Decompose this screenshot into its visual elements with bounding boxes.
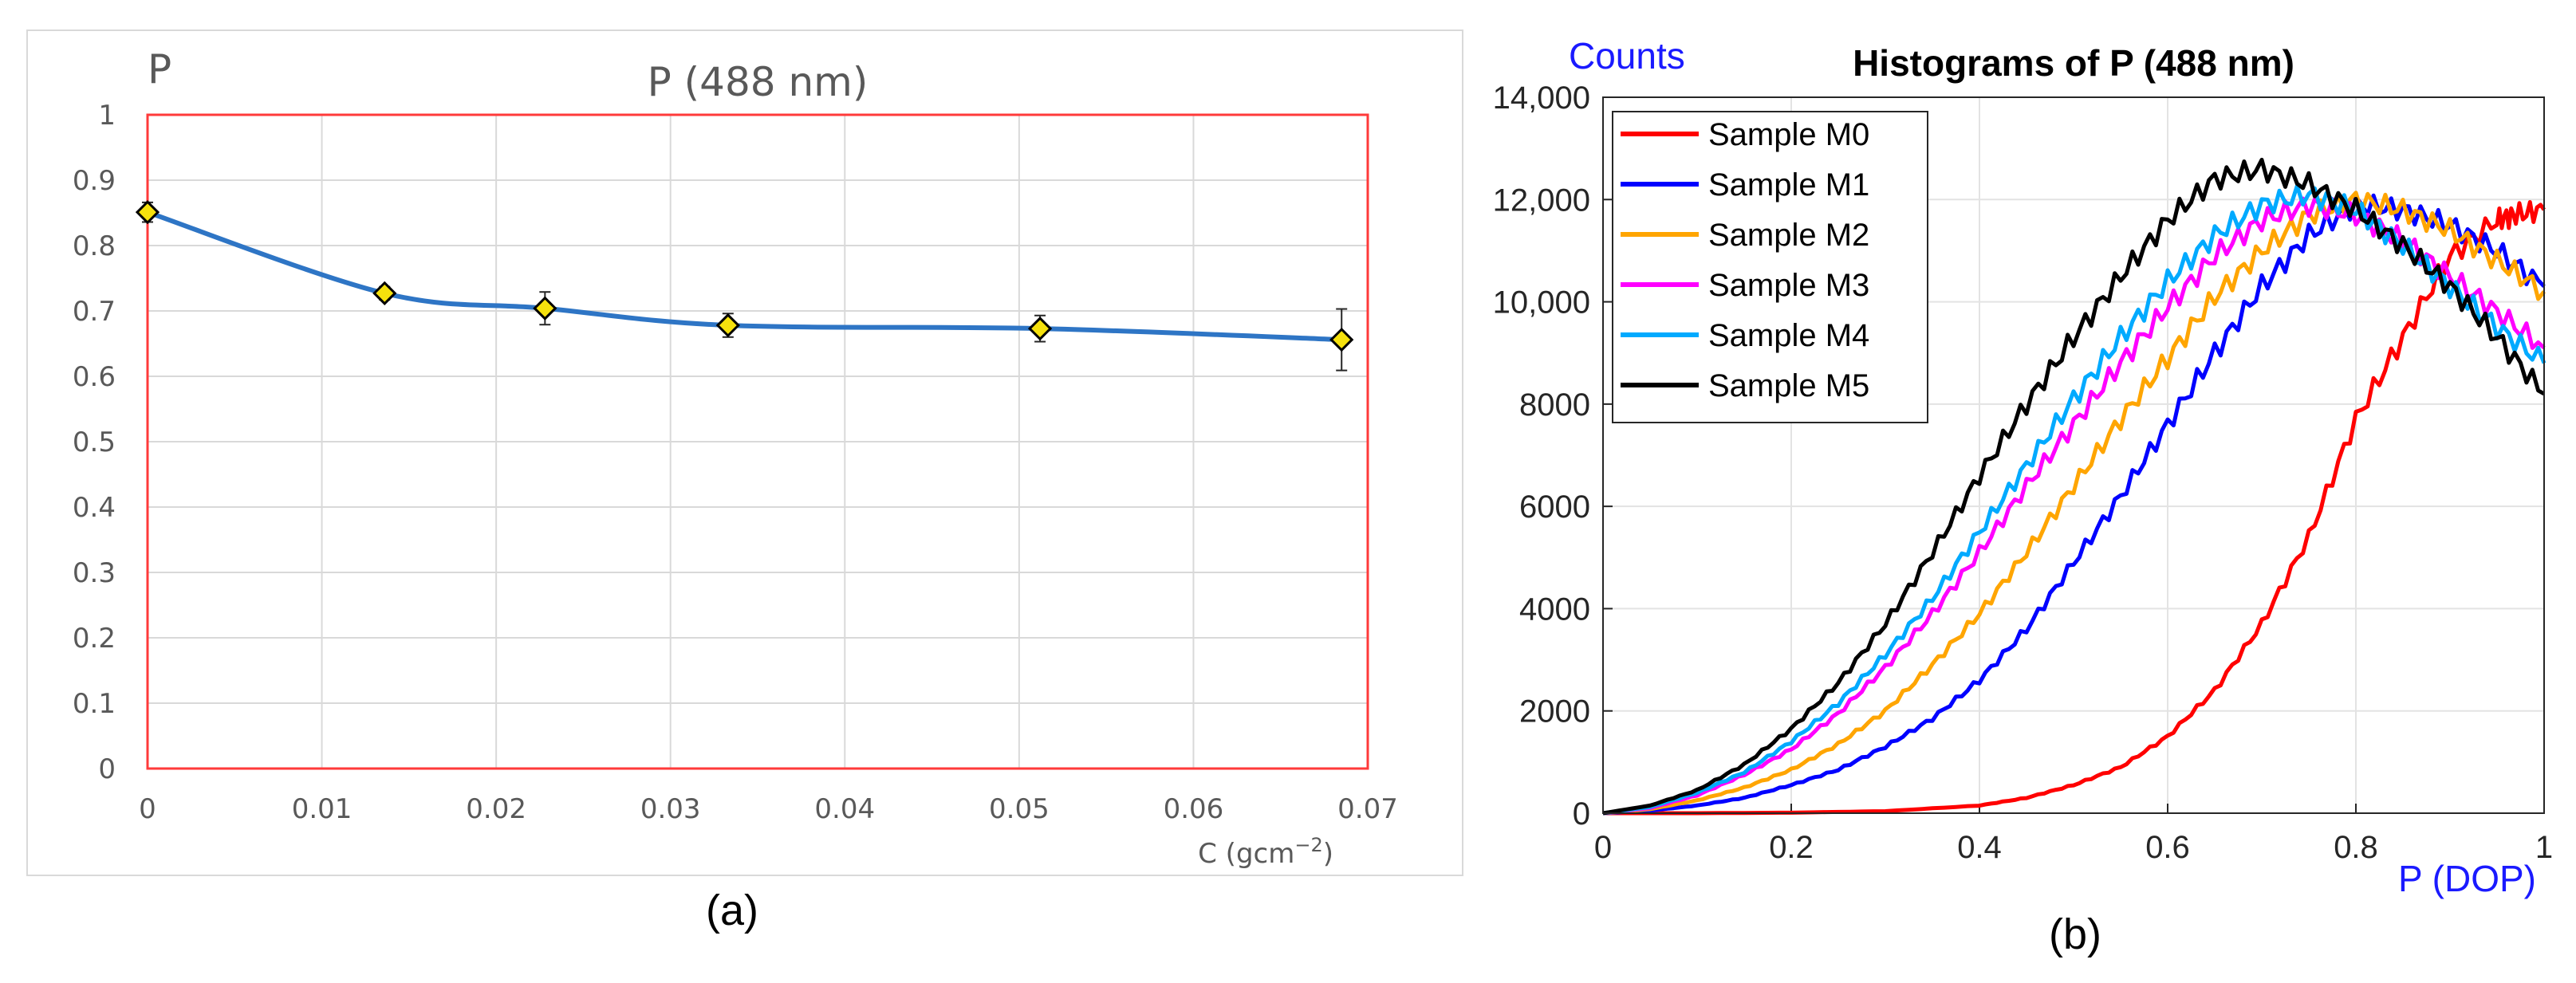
legend-box — [1612, 111, 1928, 423]
x-axis-label-base: C (gcm — [1198, 838, 1294, 870]
a-y-tick-label: 0.2 — [73, 623, 116, 655]
a-x-tick-label: 0.06 — [1164, 793, 1224, 825]
a-x-tick-label: 0.07 — [1337, 793, 1398, 825]
legend-label: Sample M3 — [1708, 268, 1869, 303]
a-y-tick-label: 0 — [98, 753, 116, 785]
a-data-point — [1027, 317, 1053, 341]
b-y-tick-label: 8000 — [1519, 387, 1590, 423]
legend-label: Sample M2 — [1708, 218, 1869, 253]
x-axis-label-superscript: −2 — [1294, 834, 1322, 856]
legend-label: Sample M1 — [1708, 167, 1869, 202]
b-x-tick-label: 0 — [1594, 830, 1612, 865]
legend-label: Sample M4 — [1708, 318, 1869, 353]
a-y-tick-label: 0.6 — [73, 361, 116, 393]
a-y-tick-label: 0.5 — [73, 427, 116, 458]
a-x-tick-label: 0.05 — [989, 793, 1050, 825]
b-x-tick-label: 0.2 — [1769, 830, 1814, 865]
a-data-point — [1329, 327, 1354, 352]
b-y-tick-label: 2000 — [1519, 694, 1590, 729]
a-y-tick-label: 0.8 — [73, 230, 116, 262]
a-x-tick-label: 0 — [139, 793, 156, 825]
b-y-tick-label: 14,000 — [1493, 81, 1590, 116]
legend-label: Sample M0 — [1708, 117, 1869, 152]
panel-a-y-tick-labels: 0 0.1 0.2 0.3 0.4 0.5 0.6 0.7 0.8 0.9 1 — [73, 100, 116, 785]
a-y-tick-label: 0.1 — [73, 688, 116, 720]
panel-b-y-tick-labels: 0 2000 4000 6000 8000 10,000 12,000 14,000 — [1493, 81, 1590, 832]
panel-b-x-axis-label: P (DOP) — [2398, 858, 2536, 899]
b-y-tick-label: 4000 — [1519, 592, 1590, 627]
b-series-line-sample-m2 — [1602, 191, 2546, 816]
b-x-tick-label: 1 — [2535, 830, 2553, 865]
panel-a-x-tick-labels: 0 0.01 0.02 0.03 0.04 0.05 0.06 0.07 — [139, 793, 1398, 825]
a-y-tick-label: 0.9 — [73, 165, 116, 197]
panel-b-x-tick-labels: 0 0.2 0.4 0.6 0.8 1 — [1594, 830, 2553, 865]
a-x-tick-label: 0.04 — [814, 793, 875, 825]
a-y-tick-label: 0.3 — [73, 557, 116, 589]
a-data-point — [372, 281, 397, 305]
panel-b-series-lines — [1602, 157, 2546, 816]
a-y-tick-label: 0.4 — [73, 492, 116, 524]
panel-a-frame — [26, 29, 1463, 876]
panel-a: 00.10.20.30.40.50.60.70.80.91 0 0.01 0.02 0… — [26, 29, 1463, 934]
b-series-line-sample-m0 — [1603, 200, 2546, 816]
panel-a-x-axis-label: C (gcm−2) — [1198, 834, 1333, 870]
a-data-point — [533, 296, 557, 320]
a-x-tick-label: 0.01 — [292, 793, 353, 825]
a-data-point — [135, 200, 160, 225]
panel-a-y-axis-label: P — [148, 46, 171, 92]
b-y-tick-label: 12,000 — [1493, 183, 1590, 218]
panel-a-plot-border — [146, 113, 1369, 770]
b-series-line-sample-m5 — [1602, 157, 2546, 816]
a-x-tick-label: 0.02 — [466, 793, 526, 825]
a-y-tick-label: 0.7 — [73, 296, 116, 328]
a-data-point — [715, 313, 740, 338]
b-series-line-sample-m4 — [1602, 183, 2546, 816]
panel-a-sub-label: (a) — [706, 887, 758, 934]
panel-b-y-axis-label: Counts — [1569, 35, 1685, 77]
panel-a-title: P (488 nm) — [648, 59, 869, 105]
b-x-tick-label: 0.6 — [2145, 830, 2190, 865]
x-axis-label-close: ) — [1323, 838, 1333, 870]
b-y-tick-label: 10,000 — [1493, 285, 1590, 320]
panel-b: 0 2000 4000 6000 8000 10,000 12,000 14,000 0 0.2… — [1493, 35, 2553, 958]
b-x-tick-label: 0.8 — [2334, 830, 2378, 865]
a-x-tick-label: 0.03 — [640, 793, 701, 825]
b-y-tick-label: 0 — [1573, 796, 1590, 832]
panel-b-sub-label: (b) — [2049, 910, 2101, 958]
panel-b-plot-border — [1602, 96, 2545, 814]
panel-b-title: Histograms of P (488 nm) — [1853, 42, 2294, 84]
panel-b-legend: Sample M0 Sample M1 Sample M2 Sample M3 Samp… — [1612, 111, 1928, 423]
legend-label: Sample M5 — [1708, 368, 1869, 403]
panel-a-series-line — [147, 210, 1342, 343]
a-y-tick-label: 1 — [98, 100, 116, 132]
panel-a-markers — [135, 200, 1354, 352]
b-y-tick-label: 6000 — [1519, 490, 1590, 525]
b-x-tick-label: 0.4 — [1957, 830, 2002, 865]
